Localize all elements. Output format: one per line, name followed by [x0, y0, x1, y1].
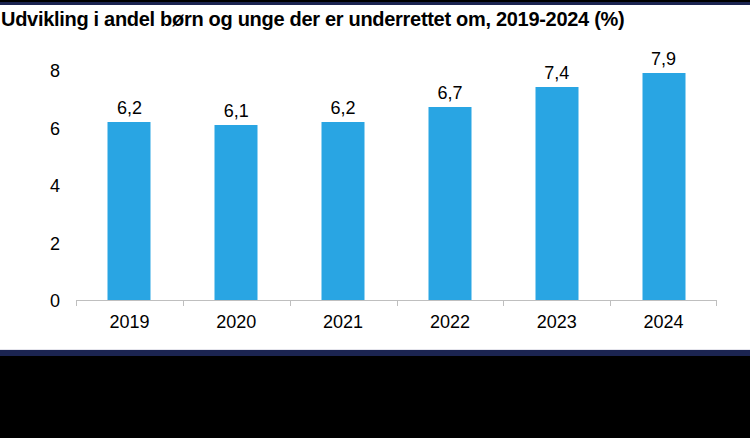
slide-canvas: Udvikling i andel børn og unge der er un… — [0, 0, 750, 438]
x-axis-tick — [610, 301, 611, 306]
bar-value-label-2020: 6,1 — [224, 102, 249, 120]
y-tick-label-0: 0 — [30, 292, 60, 310]
x-axis-tick — [716, 301, 717, 306]
bar-value-label-2022: 6,7 — [437, 84, 462, 102]
x-axis-tick — [503, 301, 504, 306]
bar-2020 — [215, 125, 258, 300]
bar-slot-2021: 6,2 — [290, 71, 397, 300]
x-axis-tick — [183, 301, 184, 306]
chart-title: Udvikling i andel børn og unge der er un… — [1, 8, 741, 31]
y-tick-label-8: 8 — [30, 62, 60, 80]
x-tick-label-2019: 2019 — [76, 312, 183, 332]
bar-value-label-2021: 6,2 — [331, 99, 356, 117]
x-tick-label-2021: 2021 — [290, 312, 397, 332]
bar-value-label-2023: 7,4 — [544, 64, 569, 82]
bar-slot-2023: 7,4 — [503, 71, 610, 300]
bar-value-label-2024: 7,9 — [651, 50, 676, 68]
bar-2023 — [535, 87, 578, 300]
top-accent-bar — [0, 0, 750, 5]
x-axis-tick — [290, 301, 291, 306]
bar-2022 — [428, 107, 471, 300]
y-tick-label-2: 2 — [30, 235, 60, 253]
x-tick-label-2020: 2020 — [183, 312, 290, 332]
x-axis-tick — [397, 301, 398, 306]
bar-2024 — [642, 73, 685, 300]
x-axis: 201920202021202220232024 — [76, 312, 717, 332]
bar-slot-2024: 7,9 — [610, 71, 717, 300]
bar-slot-2019: 6,2 — [76, 71, 183, 300]
bar-value-label-2019: 6,2 — [117, 99, 142, 117]
y-tick-label-4: 4 — [30, 177, 60, 195]
bar-slot-2022: 6,7 — [396, 71, 503, 300]
plot-area: 6,2 6,1 6,2 6,7 7,47,9 — [76, 71, 717, 301]
bar-slot-2020: 6,1 — [183, 71, 290, 300]
x-tick-label-2023: 2023 — [503, 312, 610, 332]
y-tick-label-6: 6 — [30, 120, 60, 138]
x-axis-tick — [76, 301, 77, 306]
footer-black-block — [0, 356, 750, 438]
bar-2021 — [322, 122, 365, 300]
bar-2019 — [108, 122, 151, 300]
x-tick-label-2022: 2022 — [396, 312, 503, 332]
x-tick-label-2024: 2024 — [610, 312, 717, 332]
bar-series: 6,2 6,1 6,2 6,7 7,47,9 — [76, 71, 717, 300]
